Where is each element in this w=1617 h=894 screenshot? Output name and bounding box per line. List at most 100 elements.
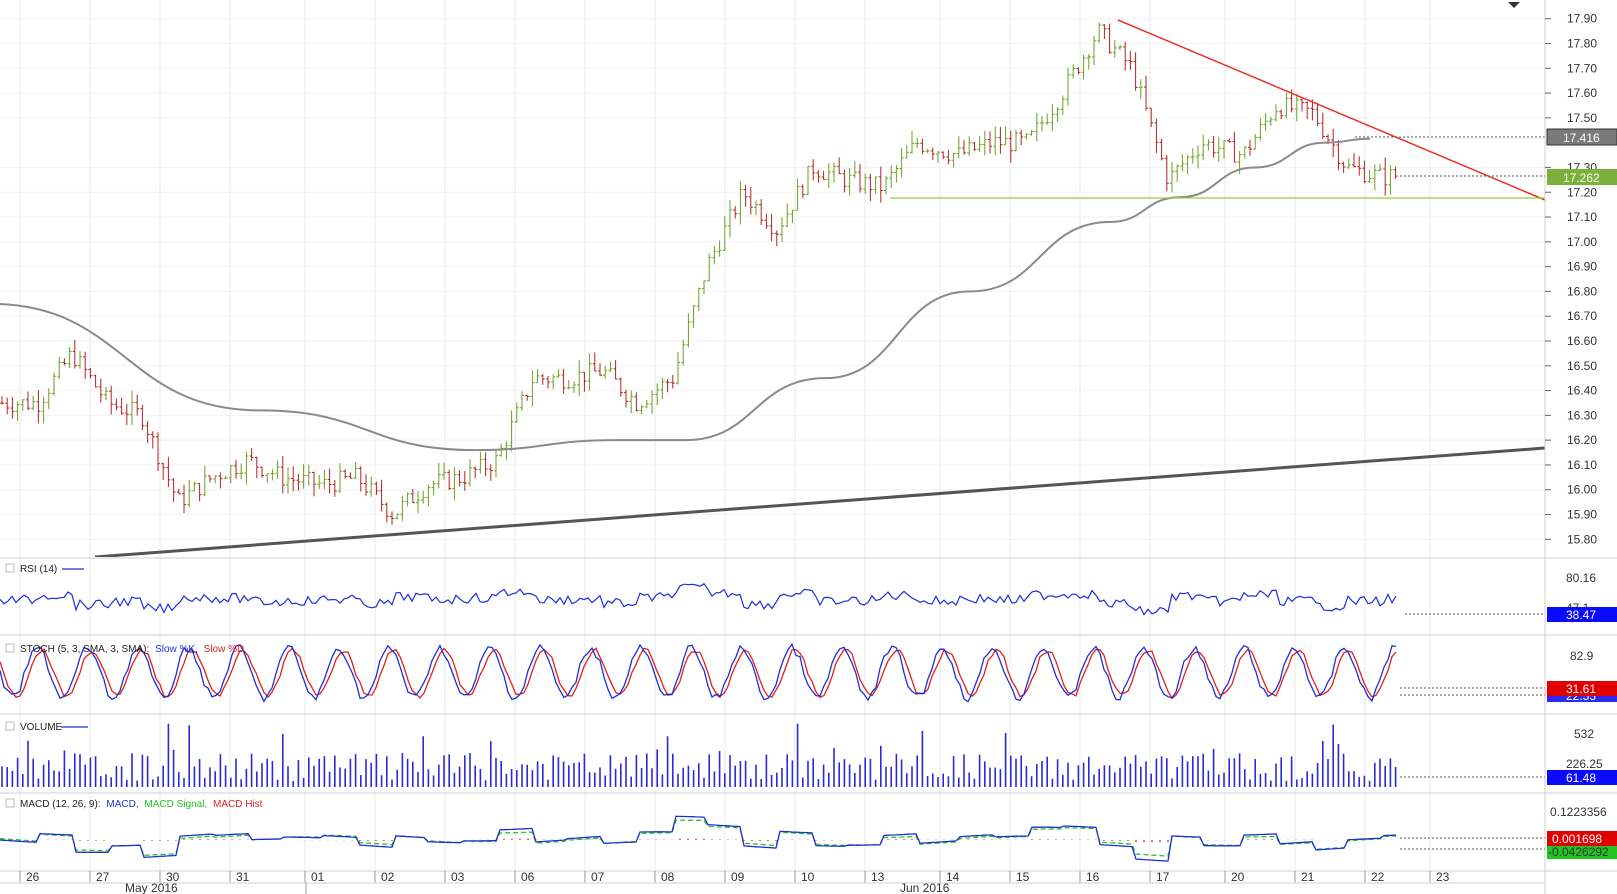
- candle: [1097, 22, 1102, 43]
- candle: [655, 383, 660, 406]
- candle: [681, 339, 686, 366]
- candle: [166, 456, 171, 488]
- candle: [1144, 75, 1148, 111]
- candle: [150, 431, 155, 449]
- candle: [676, 351, 680, 385]
- macd-signal-line: [0, 819, 1397, 857]
- day-tick-13: 13: [871, 870, 885, 884]
- candle: [171, 478, 176, 502]
- candle: [20, 398, 25, 411]
- chart-menu-arrow-icon[interactable]: [1508, 2, 1520, 8]
- candle: [369, 476, 374, 497]
- candle: [322, 469, 327, 490]
- candle: [1263, 112, 1268, 132]
- candle: [821, 170, 826, 180]
- candle: [1248, 139, 1252, 156]
- candle: [1362, 160, 1367, 184]
- candle: [426, 484, 431, 507]
- ma-value-box: 17.416: [1546, 128, 1617, 146]
- candle: [1284, 92, 1289, 118]
- price-tick-label: 16.00: [1567, 483, 1597, 497]
- price-panel: [0, 2, 1545, 557]
- candle: [650, 390, 654, 415]
- macd-tick: 0.1223356: [1550, 805, 1607, 819]
- candle: [327, 468, 332, 494]
- candle: [5, 397, 10, 415]
- candle: [1066, 67, 1070, 106]
- macd-line: [0, 815, 1397, 862]
- candle: [1060, 95, 1065, 115]
- candle: [78, 350, 82, 369]
- price-tick-label: 16.10: [1567, 458, 1597, 472]
- candle: [1294, 93, 1299, 122]
- candle: [546, 375, 550, 389]
- volume-value-box: 61.48: [1566, 771, 1596, 785]
- candle: [748, 186, 753, 215]
- volume-label: VOLUME: [20, 722, 63, 733]
- candle: [457, 470, 462, 487]
- volume-header: VOLUME: [5, 721, 88, 733]
- candle: [800, 184, 805, 199]
- candle: [119, 397, 124, 415]
- candle: [873, 176, 878, 194]
- candle: [592, 352, 597, 372]
- candle: [473, 466, 478, 479]
- candle: [88, 367, 93, 379]
- candle: [182, 484, 186, 514]
- candle: [254, 456, 259, 479]
- candle: [769, 213, 774, 242]
- candle: [192, 481, 197, 492]
- candle: [540, 373, 545, 385]
- candle: [686, 313, 691, 348]
- candle: [634, 392, 639, 412]
- candle: [998, 126, 1003, 154]
- candle: [1216, 136, 1221, 162]
- rsi-label: RSI (14): [20, 564, 57, 575]
- candle: [1190, 148, 1195, 164]
- candle: [962, 140, 966, 155]
- candle: [1320, 112, 1325, 140]
- candle: [1300, 98, 1304, 112]
- candle: [858, 163, 862, 193]
- candle: [795, 178, 800, 211]
- month-label-jun: Jun 2016: [900, 881, 950, 894]
- price-tick-label: 17.90: [1567, 12, 1597, 26]
- stoch-collapse-icon[interactable]: [5, 643, 15, 653]
- volume-collapse-icon[interactable]: [5, 721, 15, 731]
- candle: [348, 472, 353, 479]
- candle: [977, 136, 982, 152]
- candle: [72, 340, 77, 369]
- day-tick-01: 01: [311, 870, 325, 884]
- candle: [863, 173, 868, 194]
- candle: [483, 452, 488, 477]
- candle: [691, 304, 696, 328]
- candle: [338, 463, 342, 494]
- candle: [894, 164, 899, 183]
- rsi-value-box: 38.47: [1566, 608, 1596, 622]
- candle: [1123, 41, 1128, 71]
- stoch-header: STOCH (5, 3, SMA, 3, SMA): Slow %K, Slow…: [5, 643, 244, 655]
- day-tick-20: 20: [1231, 870, 1245, 884]
- candle: [478, 451, 483, 474]
- candle: [826, 163, 831, 189]
- day-tick-06: 06: [521, 870, 535, 884]
- candle: [416, 491, 420, 514]
- candle: [296, 474, 301, 491]
- candle: [1164, 154, 1169, 192]
- candle: [832, 162, 836, 183]
- candle: [1149, 107, 1154, 128]
- rsi-collapse-icon[interactable]: [5, 563, 15, 573]
- moving-average-line: [0, 137, 1371, 452]
- candle: [618, 377, 623, 397]
- candle: [1034, 112, 1039, 142]
- candle: [93, 374, 98, 388]
- candle: [176, 488, 181, 495]
- candle: [587, 353, 592, 391]
- candle: [208, 475, 212, 483]
- macd-collapse-icon[interactable]: [5, 798, 15, 808]
- candle: [1008, 130, 1013, 163]
- candle: [1346, 158, 1351, 170]
- candle: [566, 379, 571, 390]
- day-tick-21: 21: [1301, 870, 1315, 884]
